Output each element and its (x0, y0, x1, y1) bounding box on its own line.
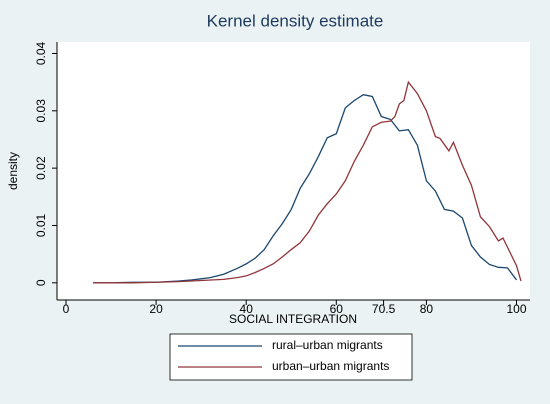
x-tick-label: 40 (240, 302, 254, 316)
x-tick-label: 80 (420, 302, 434, 316)
x-tick-label: 100 (506, 302, 526, 316)
y-tick-label: 0.02 (34, 156, 48, 180)
x-axis-label: SOCIAL INTEGRATION (229, 312, 357, 326)
line (93, 80, 522, 284)
y-tick-label: 0 (34, 279, 48, 286)
chart-title: Kernel density estimate (207, 11, 384, 30)
legend-label: urban–urban migrants (272, 359, 389, 373)
line (93, 94, 518, 284)
legend-label: rural–urban migrants (272, 338, 383, 352)
y-tick-label: 0.03 (34, 99, 48, 123)
y-tick-label: 0.04 (34, 41, 48, 65)
plot-area (57, 42, 530, 300)
x-tick-label: 0 (63, 302, 70, 316)
x-tick-label: 70.5 (372, 302, 396, 316)
x-tick-label: 20 (149, 302, 163, 316)
legend-box (169, 333, 413, 381)
y-tick-label: 0.01 (34, 213, 48, 237)
y-axis-label: density (6, 152, 20, 190)
x-tick-label: 60 (330, 302, 344, 316)
